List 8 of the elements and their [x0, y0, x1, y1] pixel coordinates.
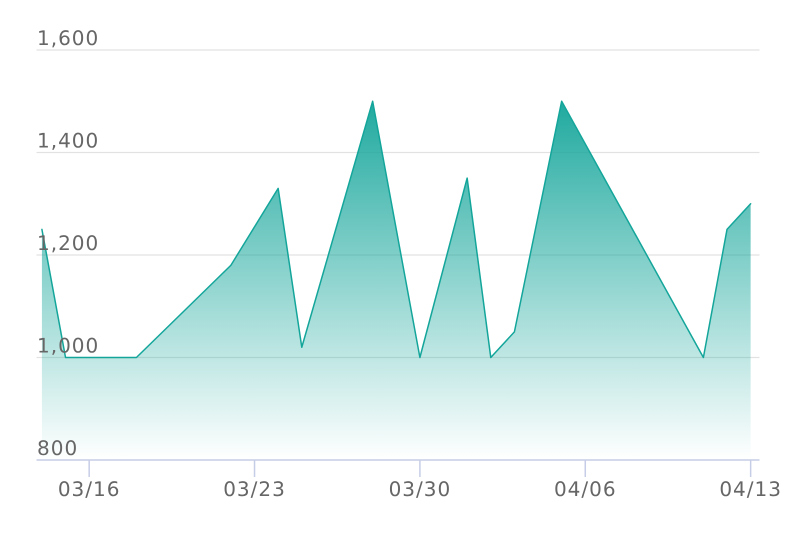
- y-tick-label: 1,400: [37, 128, 100, 152]
- x-tick-label: 03/16: [58, 477, 120, 501]
- x-tick-label: 03/23: [223, 477, 286, 501]
- x-tick-label: 04/06: [554, 477, 617, 501]
- x-tick-label: 04/13: [719, 477, 782, 501]
- y-tick-label: 1,600: [37, 26, 100, 50]
- x-tick-label: 03/30: [388, 477, 452, 501]
- y-tick-label: 800: [37, 436, 78, 460]
